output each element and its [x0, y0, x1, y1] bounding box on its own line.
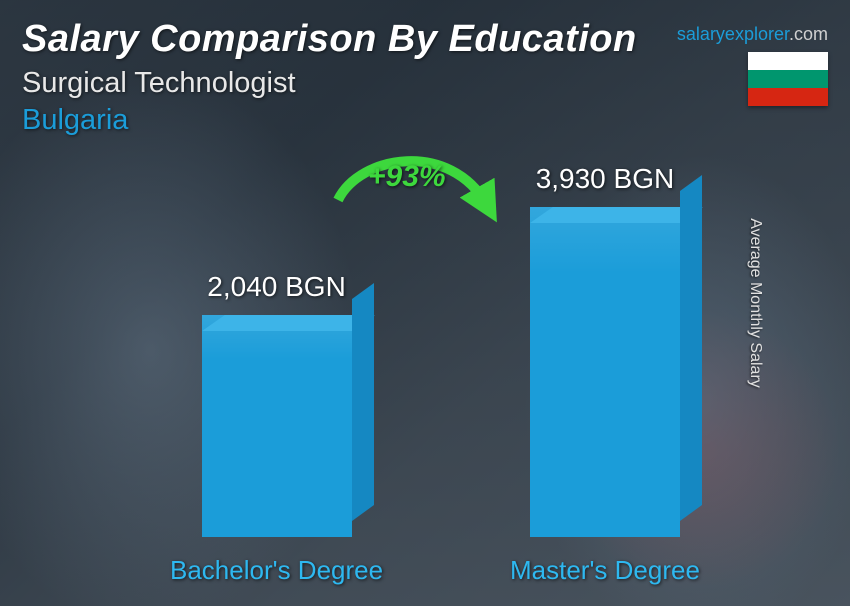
bar-category-label: Bachelor's Degree [170, 555, 383, 586]
bar-top-face [202, 315, 375, 331]
bar-3d [202, 315, 352, 537]
bar-group: 2,040 BGN Bachelor's Degree [170, 271, 383, 586]
bar-group: 3,930 BGN Master's Degree [510, 163, 700, 586]
bar-value-label: 3,930 BGN [536, 163, 675, 195]
bar-category-label: Master's Degree [510, 555, 700, 586]
bar-value-label: 2,040 BGN [207, 271, 346, 303]
bar-top-face [530, 207, 703, 223]
bar-front-face [202, 315, 352, 537]
chart-area: 2,040 BGN Bachelor's Degree 3,930 BGN Maste… [0, 150, 810, 586]
bar-front-face [530, 207, 680, 537]
bar-3d [530, 207, 680, 537]
bar-side-face [680, 175, 702, 521]
bar-side-face [352, 283, 374, 521]
infographic-container: Salary Comparison By Education Surgical … [0, 0, 850, 606]
